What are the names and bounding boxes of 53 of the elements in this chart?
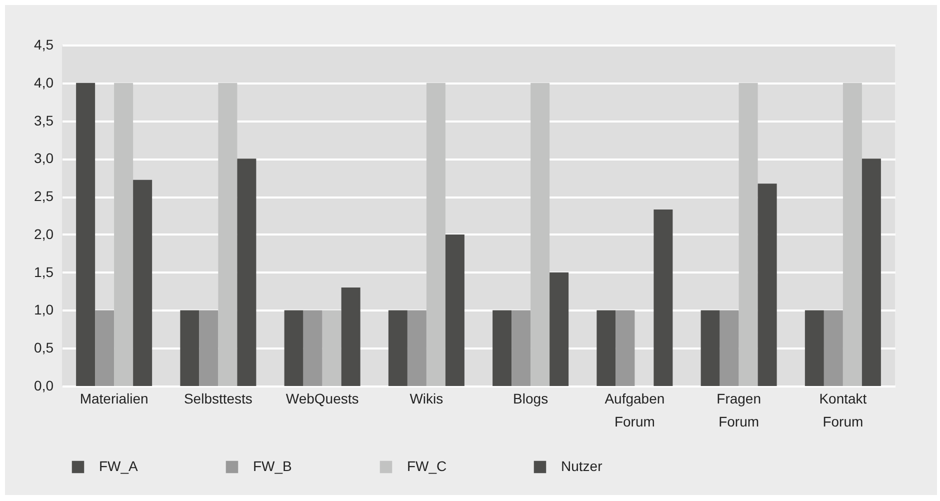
y-tick-label: 4,0: [34, 74, 54, 90]
bar: [492, 310, 512, 386]
legend-label: FW_B: [253, 458, 292, 474]
bar: [654, 209, 673, 386]
bar: [426, 82, 446, 386]
bar: [804, 310, 824, 386]
x-tick-label: Fragen Forum: [716, 390, 761, 430]
x-tick-label: Selbsttests: [184, 390, 252, 406]
y-tick-label: 2,5: [34, 188, 54, 204]
bar: [180, 310, 200, 386]
bar: [199, 310, 218, 386]
x-tick-label: Blogs: [513, 390, 548, 406]
bar: [738, 82, 758, 386]
y-tick-label: 1,5: [34, 264, 54, 280]
bar: [95, 310, 114, 386]
bar: [341, 287, 360, 386]
y-tick-label: 1,0: [34, 302, 54, 318]
bar: [596, 310, 616, 386]
x-tick-label: Kontakt Forum: [819, 390, 867, 430]
bar: [824, 310, 843, 386]
legend-label: FW_A: [99, 458, 139, 474]
bar: [284, 310, 304, 386]
bar: [550, 272, 569, 386]
bar: [218, 82, 238, 386]
legend-label: Nutzer: [561, 458, 603, 474]
x-tick-label: Materialien: [80, 390, 148, 406]
bar: [445, 234, 464, 386]
bar: [322, 310, 342, 386]
bar: [133, 180, 152, 386]
x-tick-label: Wikis: [410, 390, 444, 406]
y-tick-label: 0,0: [34, 378, 54, 394]
x-tick-label: WebQuests: [286, 390, 359, 406]
x-tick-label: Aufgaben Forum: [604, 390, 665, 430]
bar: [388, 310, 408, 386]
bar: [758, 184, 777, 386]
bar: [530, 82, 550, 386]
legend-label: FW_C: [407, 458, 447, 474]
bar: [237, 158, 256, 386]
y-tick-label: 0,5: [34, 340, 54, 356]
y-tick-label: 3,0: [34, 150, 54, 166]
bar: [720, 310, 739, 386]
bar: [616, 310, 635, 386]
y-tick-label: 4,5: [34, 36, 54, 52]
y-tick-label: 3,5: [34, 112, 54, 128]
bar: [512, 310, 531, 386]
bar: [407, 310, 426, 386]
bar: [114, 82, 134, 386]
bar: [76, 82, 96, 386]
bar: [862, 158, 881, 386]
bar: [842, 82, 862, 386]
y-tick-label: 2,0: [34, 226, 54, 242]
bar: [700, 310, 720, 386]
bar: [303, 310, 322, 386]
